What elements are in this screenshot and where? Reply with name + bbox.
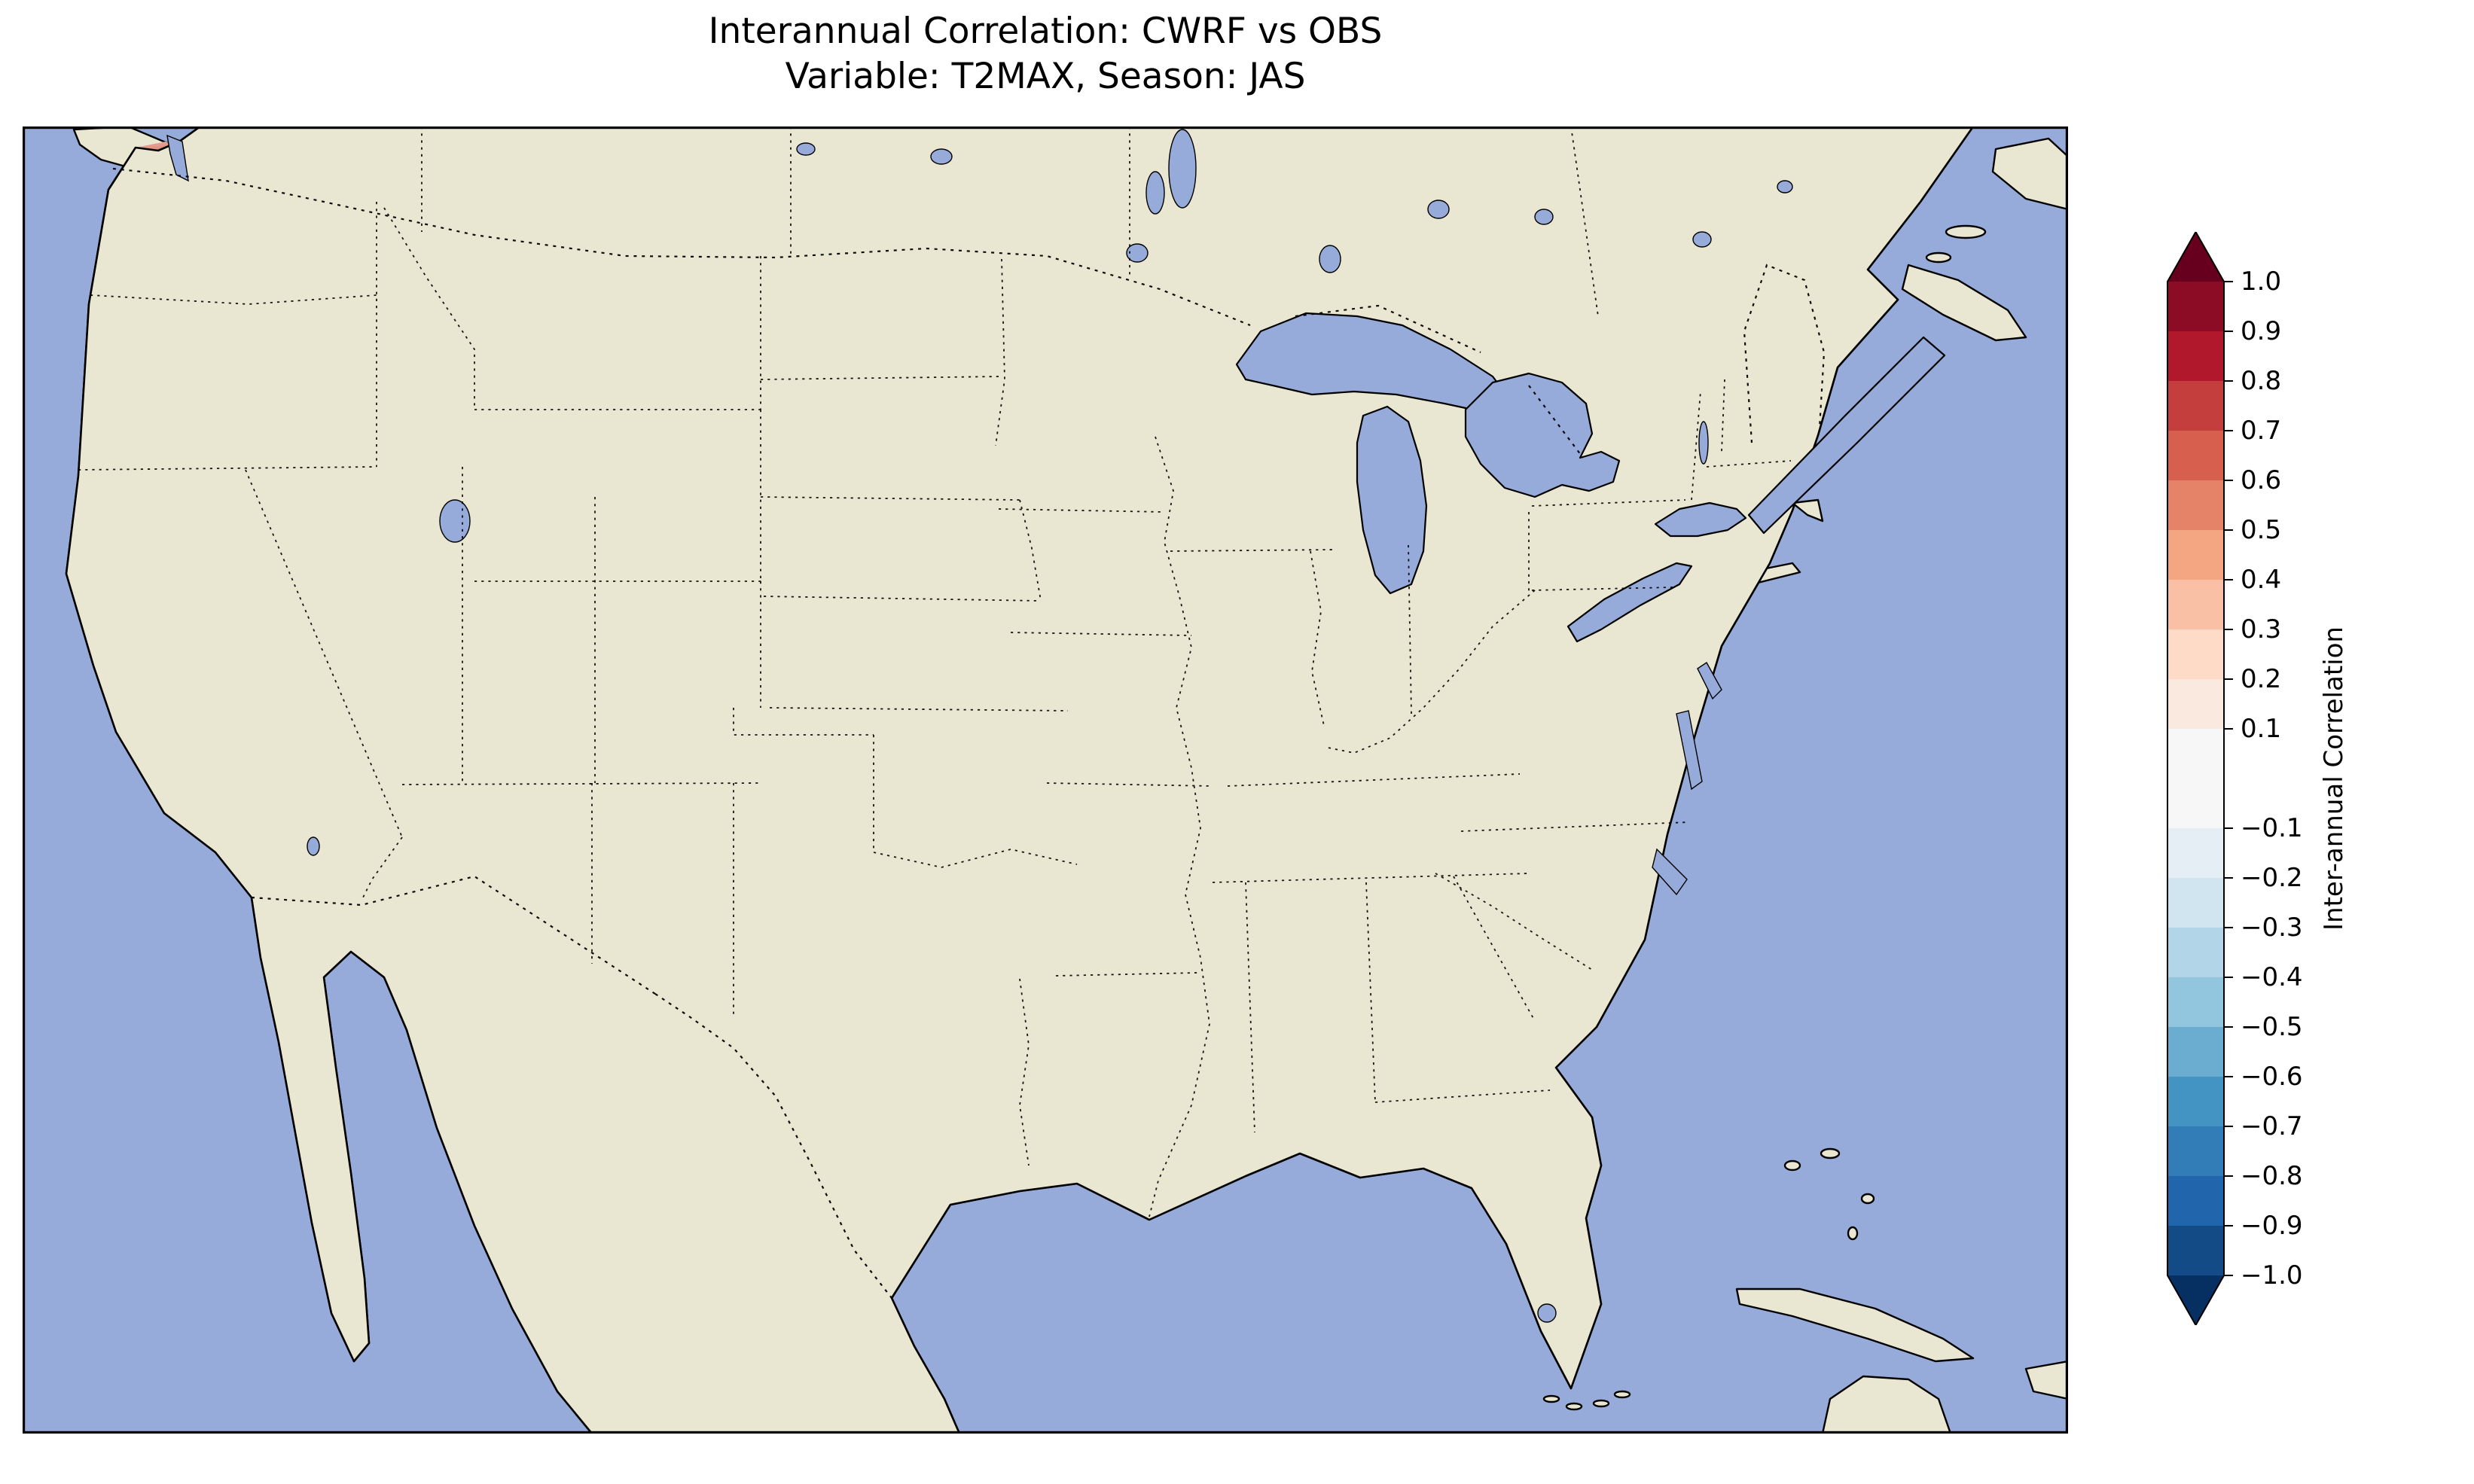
colorbar-segment — [2167, 977, 2224, 1027]
canada-lake — [1692, 231, 1712, 248]
yucatan — [1821, 1375, 1952, 1434]
lake-ontario — [1654, 501, 1747, 538]
colorbar-tick-label: 0.6 — [2241, 465, 2281, 495]
colorbar-tick-label: −0.7 — [2241, 1111, 2303, 1141]
canada-province-borders — [421, 126, 1599, 317]
st-lawrence-river — [1747, 336, 1946, 535]
canada-lake — [1427, 200, 1450, 219]
colorbar-tick-label: −0.8 — [2241, 1161, 2303, 1191]
puget-sound — [166, 134, 189, 182]
map-panel — [23, 126, 2068, 1434]
islands — [72, 126, 2068, 1434]
us-mexico-border — [251, 875, 892, 1299]
colorbar-ticks: 1.0 0.9 0.8 0.7 0.6 0.5 0.4 0.3 0.2 0.1 −0.1 −0.2 −0… — [2224, 267, 2303, 1291]
lake-of-the-woods — [1126, 243, 1149, 263]
colorbar-segment — [2167, 878, 2224, 928]
newfoundland-corner — [1991, 137, 2068, 211]
canada-lake — [1777, 180, 1793, 193]
colorbar-segment — [2167, 431, 2224, 480]
state-borders — [78, 202, 1792, 1217]
canada-lake — [796, 142, 816, 156]
hispaniola-edge — [2024, 1360, 2068, 1400]
colorbar-tick-label: 0.5 — [2241, 515, 2281, 545]
bahamas-island — [1860, 1193, 1875, 1205]
canada-lake — [930, 148, 953, 165]
colorbar-tick-label: 0.7 — [2241, 416, 2281, 446]
colorbar-tick-label: −0.3 — [2241, 913, 2303, 943]
canada-lake — [1534, 209, 1554, 225]
florida-keys — [1565, 1402, 1583, 1411]
colorbar-segment — [2167, 729, 2224, 828]
colorbar-segment — [2167, 282, 2224, 331]
colorbar-tick-label: −0.9 — [2241, 1211, 2303, 1241]
us-correlation-map — [23, 126, 2068, 1434]
colorbar-tick-label: −0.2 — [2241, 863, 2303, 893]
bahamas-island — [1783, 1159, 1801, 1172]
nova-scotia — [1901, 264, 2027, 342]
chesapeake-bay — [1676, 710, 1703, 791]
cuba — [1735, 1287, 1975, 1363]
florida-keys — [1592, 1399, 1610, 1408]
lake-michigan — [1356, 405, 1428, 595]
chart-title: Interannual Correlation: CWRF vs OBS Var… — [23, 9, 2068, 99]
colorbar-tick-label: 0.8 — [2241, 366, 2281, 396]
colorbar-segment — [2167, 381, 2224, 431]
colorbar-segment — [2167, 928, 2224, 977]
lake-winnipeg — [1168, 129, 1197, 209]
colorbar-tick-label: −0.1 — [2241, 813, 2303, 843]
colorbar-arrow-high — [2167, 232, 2224, 282]
lake-okeechobee — [1537, 1303, 1557, 1323]
anticosti-island — [1945, 224, 1987, 239]
delaware-bay — [1697, 661, 1722, 700]
salton-sea — [307, 836, 320, 856]
colorbar-axis-label: Inter-annual Correlation — [2319, 626, 2349, 931]
colorbar-gradient — [2167, 232, 2225, 1325]
colorbar: 1.0 0.9 0.8 0.7 0.6 0.5 0.4 0.3 0.2 0.1 −0.1 −0.2 −0… — [2167, 232, 2349, 1325]
colorbar-segment — [2167, 580, 2224, 629]
colorbar-arrow-low — [2167, 1275, 2224, 1325]
cape-cod — [1791, 498, 1824, 523]
florida-keys — [1613, 1390, 1631, 1399]
lake-nipigon — [1319, 245, 1341, 273]
colorbar-segment — [2167, 679, 2224, 729]
colorbar-tick-label: 0.2 — [2241, 664, 2281, 694]
colorbar-tick-label: −0.5 — [2241, 1012, 2303, 1042]
lake-manitoba — [1145, 171, 1165, 215]
colorbar-segment — [2167, 1226, 2224, 1275]
colorbar-segment — [2167, 480, 2224, 530]
colorbar-segment — [2167, 530, 2224, 580]
lakes — [166, 129, 1946, 1323]
colorbar-tick-label: 0.9 — [2241, 316, 2281, 346]
chart-title-line1: Interannual Correlation: CWRF vs OBS — [708, 11, 1383, 52]
colorbar-panel: 1.0 0.9 0.8 0.7 0.6 0.5 0.4 0.3 0.2 0.1 −0.1 −0.2 −0… — [2145, 232, 2469, 1325]
florida-keys — [1542, 1394, 1560, 1403]
colorbar-segment — [2167, 828, 2224, 878]
colorbar-segment — [2167, 629, 2224, 679]
colorbar-segment — [2167, 1176, 2224, 1226]
colorbar-tick-label: 0.4 — [2241, 565, 2281, 595]
prince-edward-island — [1925, 251, 1952, 264]
colorbar-segment — [2167, 1126, 2224, 1176]
colorbar-segment — [2167, 1077, 2224, 1126]
us-canada-border — [112, 167, 1826, 459]
lake-champlain — [1698, 421, 1709, 465]
colorbar-segment — [2167, 331, 2224, 381]
bahamas-island — [1847, 1226, 1859, 1241]
colorbar-tick-label: −0.6 — [2241, 1062, 2303, 1092]
colorbar-tick-label: 1.0 — [2241, 267, 2281, 297]
chart-title-line2: Variable: T2MAX, Season: JAS — [785, 56, 1306, 98]
lake-huron — [1464, 372, 1621, 498]
colorbar-segment — [2167, 1027, 2224, 1077]
bahamas-island — [1820, 1147, 1841, 1159]
colorbar-tick-label: 0.1 — [2241, 714, 2281, 744]
great-salt-lake — [439, 499, 471, 543]
pamlico-sound — [1652, 848, 1688, 896]
colorbar-tick-label: −1.0 — [2241, 1260, 2303, 1291]
political-borders — [78, 126, 1826, 1299]
map-frame — [23, 126, 2068, 1434]
colorbar-tick-label: −0.4 — [2241, 962, 2303, 992]
colorbar-tick-label: 0.3 — [2241, 614, 2281, 644]
